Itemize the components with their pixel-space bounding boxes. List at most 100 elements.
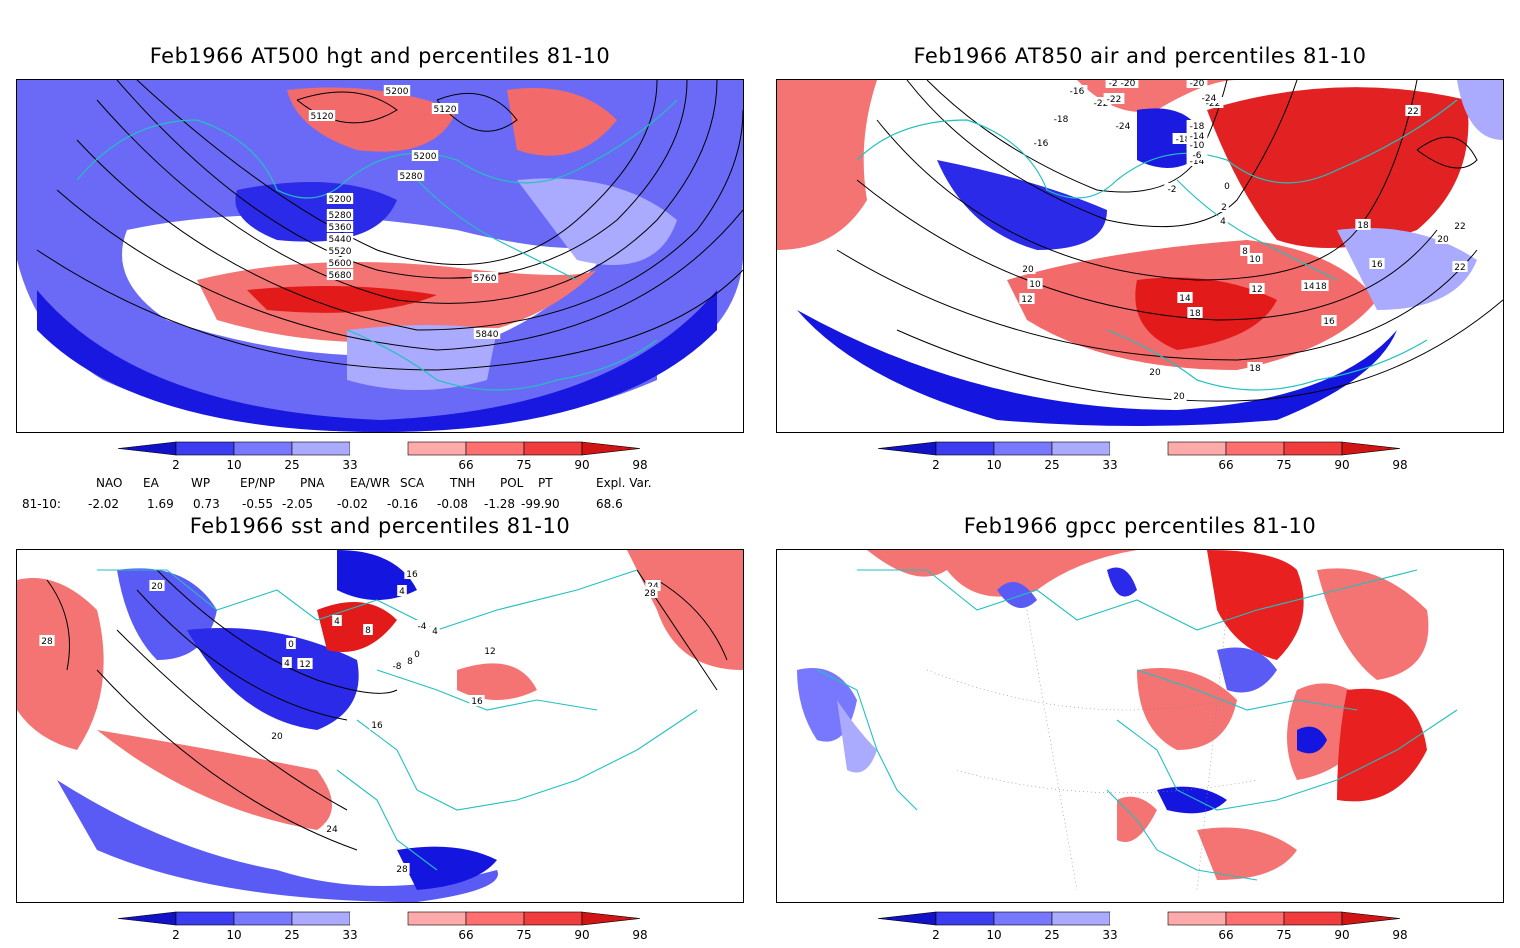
panel-3-map: 2820044812162024282428481216-404-816: [16, 549, 744, 903]
index-value: -99.90: [521, 497, 560, 511]
svg-text:18: 18: [1357, 221, 1369, 231]
svg-text:-24: -24: [1109, 80, 1124, 89]
svg-text:22: 22: [1407, 107, 1418, 117]
colorbar-segment: [1110, 442, 1168, 455]
svg-text:20: 20: [1173, 392, 1185, 402]
svg-text:20: 20: [151, 582, 163, 592]
colorbar-label: 10: [986, 458, 1001, 472]
colorbar-segment: [175, 441, 235, 456]
svg-text:-10: -10: [1190, 141, 1205, 151]
colorbar-segment: [523, 911, 583, 926]
contour-label: 20: [149, 580, 165, 592]
colorbar-label: 66: [458, 928, 473, 942]
contour-label: 16: [1321, 315, 1337, 327]
contour-label: -16: [1066, 85, 1088, 97]
colorbar-segment: [350, 442, 408, 455]
colorbar-segment: [407, 911, 467, 926]
colorbar-arrow-low: [877, 441, 937, 456]
contour-label: 12: [482, 645, 498, 657]
contour-label: -14: [1186, 155, 1208, 167]
colorbar-label: 33: [342, 928, 357, 942]
svg-text:8: 8: [365, 626, 371, 636]
colorbar-label: 25: [1044, 458, 1059, 472]
colorbar-label: 2: [932, 928, 940, 942]
index-header: TNH: [450, 476, 476, 490]
colorbar-label: 10: [226, 458, 241, 472]
contour-label: 5360: [326, 221, 354, 233]
contour-label: -20: [1117, 80, 1139, 89]
contour-label: -18: [1186, 120, 1208, 132]
colorbar-arrow-low: [117, 441, 177, 456]
colorbar-label: 2: [172, 458, 180, 472]
contour-label: 12: [297, 658, 313, 670]
colorbar-segment: [1283, 911, 1343, 926]
svg-text:2: 2: [1221, 203, 1227, 213]
panel-1-map: 5200 5120 5120 5200 5280 5200 5280 5360 5440 5520…: [16, 79, 744, 433]
colorbar-arrow-high: [1341, 441, 1401, 456]
svg-text:4: 4: [1220, 217, 1226, 227]
index-value: 68.6: [596, 497, 623, 511]
colorbar-arrow-low: [117, 911, 177, 926]
index-value: -2.05: [282, 497, 314, 511]
index-value: 0.73: [193, 497, 220, 511]
colorbar-label: 33: [342, 458, 357, 472]
svg-text:20: 20: [1022, 265, 1034, 275]
panel-3-colorbar: 2 10 25 33 66 75 90 98: [117, 910, 648, 948]
colorbar-segment: [1167, 911, 1227, 926]
panel-2-title: Feb1966 AT850 air and percentiles 81-10: [913, 44, 1367, 68]
colorbar-label: 66: [458, 458, 473, 472]
svg-text:-20: -20: [1121, 80, 1136, 89]
index-value: -2.02: [88, 497, 120, 511]
svg-text:16: 16: [371, 721, 383, 731]
contour-label: 14: [1177, 292, 1193, 304]
contour-label: -4: [414, 620, 430, 632]
colorbar-label: 75: [1276, 928, 1291, 942]
svg-text:0: 0: [288, 640, 294, 650]
colorbar-segment: [233, 911, 293, 926]
svg-text:8: 8: [407, 657, 413, 667]
index-value: 1.69: [147, 497, 174, 511]
svg-text:22: 22: [1454, 222, 1465, 232]
svg-text:14: 14: [1303, 282, 1315, 292]
contour-label: 5680: [326, 269, 354, 281]
contour-label: 12: [1249, 283, 1265, 295]
svg-text:14: 14: [1179, 294, 1191, 304]
contour-label: 10: [1247, 253, 1263, 265]
contour-label: 16: [1369, 258, 1385, 270]
svg-text:10: 10: [1029, 280, 1041, 290]
colorbar-arrow-high: [581, 911, 641, 926]
svg-text:20: 20: [1149, 368, 1161, 378]
panel-1-title: Feb1966 AT500 hgt and percentiles 81-10: [149, 44, 611, 68]
contour-label: 28: [394, 863, 410, 875]
svg-text:-8: -8: [393, 662, 402, 672]
svg-text:28: 28: [396, 865, 408, 875]
contour-label: 4: [430, 625, 440, 637]
svg-text:5280: 5280: [400, 172, 423, 182]
svg-text:28: 28: [41, 637, 53, 647]
contour-label: 5200: [326, 193, 354, 205]
contour-label: 18: [1247, 362, 1263, 374]
contour-label: 24: [324, 823, 340, 835]
svg-text:18: 18: [1249, 364, 1261, 374]
svg-text:16: 16: [1323, 317, 1335, 327]
svg-text:8: 8: [1242, 247, 1248, 257]
colorbar-segment: [993, 911, 1053, 926]
colorbar-label: 98: [1392, 928, 1407, 942]
contour-label: 28: [642, 587, 658, 599]
index-header: WP: [191, 476, 211, 490]
contour-label: 22: [1452, 261, 1468, 273]
colorbar-segment: [291, 441, 351, 456]
svg-text:5200: 5200: [414, 152, 437, 162]
contour-label: 20: [1435, 233, 1451, 245]
contour-label: 10: [1027, 278, 1043, 290]
svg-text:-2: -2: [1168, 185, 1177, 195]
panel-4-title: Feb1966 gpcc percentiles 81-10: [963, 514, 1317, 538]
contour-label: 4: [332, 615, 342, 627]
panel-3-title: Feb1966 sst and percentiles 81-10: [189, 514, 571, 538]
colorbar-arrow-low: [877, 911, 937, 926]
contour-label: 16: [404, 568, 420, 580]
colorbar-segment: [1167, 441, 1227, 456]
colorbar-label: 75: [516, 458, 531, 472]
svg-text:5120: 5120: [311, 112, 334, 122]
contour-label: 22: [1452, 220, 1468, 232]
